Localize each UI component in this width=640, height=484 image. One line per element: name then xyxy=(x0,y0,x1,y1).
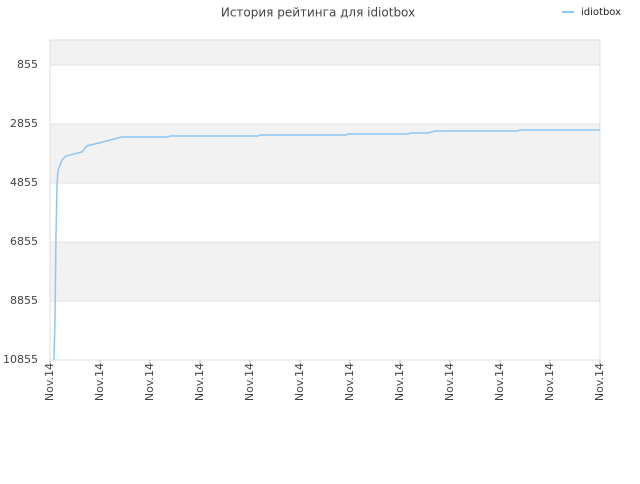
y-tick-label: 6855 xyxy=(10,235,38,248)
x-tick-label: Nov.14 xyxy=(43,363,56,401)
plot-band xyxy=(50,241,600,301)
x-tick-label: Nov.14 xyxy=(493,363,506,401)
x-tick-label: Nov.14 xyxy=(343,363,356,401)
plot-band xyxy=(50,182,600,242)
y-tick-label: 855 xyxy=(17,58,38,71)
x-tick-label: Nov.14 xyxy=(193,363,206,401)
y-tick-label: 4855 xyxy=(10,176,38,189)
x-tick-label: Nov.14 xyxy=(293,363,306,401)
x-tick-label: Nov.14 xyxy=(543,363,556,401)
plot-band xyxy=(50,123,600,183)
x-tick-label: Nov.14 xyxy=(143,363,156,401)
data-line xyxy=(53,129,600,361)
plot-band xyxy=(50,300,600,360)
x-tick-label: Nov.14 xyxy=(443,363,456,401)
y-tick-label: 8855 xyxy=(10,294,38,307)
x-tick-label: Nov.14 xyxy=(243,363,256,401)
plot-band xyxy=(50,64,600,124)
y-tick-label: 2855 xyxy=(10,117,38,130)
x-tick-label: Nov.14 xyxy=(393,363,406,401)
x-tick-label: Nov.14 xyxy=(93,363,106,401)
x-tick-label: Nov.14 xyxy=(593,363,606,401)
plot-band xyxy=(50,40,600,65)
chart-title: История рейтинга для idiotbox xyxy=(221,6,415,20)
legend-label: idiotbox xyxy=(581,7,621,18)
y-tick-label: 10855 xyxy=(3,353,38,366)
